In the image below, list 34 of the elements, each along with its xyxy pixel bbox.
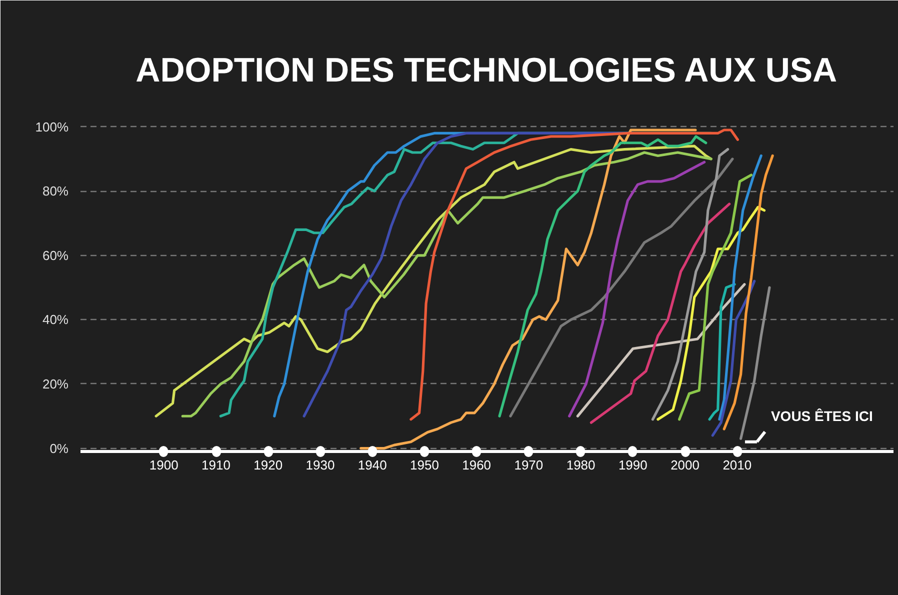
line-series: [576, 283, 746, 418]
y-tick-label: 20%: [42, 376, 69, 392]
line-series: [656, 206, 766, 421]
line-series: [740, 286, 771, 440]
x-tick-label: 1930: [306, 458, 335, 472]
x-tick-label: 1920: [254, 458, 283, 472]
x-tick-label: 1990: [618, 458, 648, 472]
line-series: [708, 283, 736, 421]
line-series: [678, 174, 753, 421]
y-tick-label: 0%: [50, 440, 69, 456]
line-series: [509, 158, 734, 418]
line-series: [498, 135, 708, 418]
y-tick-label: 100%: [35, 119, 69, 134]
x-tick-label: 1960: [462, 458, 492, 472]
x-tick-label: 2010: [722, 458, 752, 472]
y-tick-label: 80%: [42, 184, 69, 199]
y-tick-label: 40%: [42, 312, 69, 328]
x-tick-label: 1970: [514, 458, 544, 472]
line-series: [651, 148, 730, 421]
line-series: [568, 160, 706, 418]
annotation: VOUS ÊTES ICI: [770, 408, 873, 424]
line-series: [711, 280, 756, 437]
x-tick-label: 2000: [670, 458, 700, 472]
line-series: [718, 154, 762, 421]
chart-title: ADOPTION DES TECHNOLOGIES AUX USA: [136, 52, 838, 90]
line-series: [590, 202, 731, 424]
x-tick-label: 1940: [358, 458, 387, 472]
line-series: [360, 128, 697, 450]
x-tick-label: 1900: [149, 458, 178, 472]
x-tick-label: 1910: [202, 458, 230, 472]
x-tick-label: 1980: [566, 458, 596, 472]
line-series: [410, 128, 739, 421]
x-tick-label: 1950: [410, 458, 439, 472]
y-tick-label: 60%: [42, 248, 69, 263]
